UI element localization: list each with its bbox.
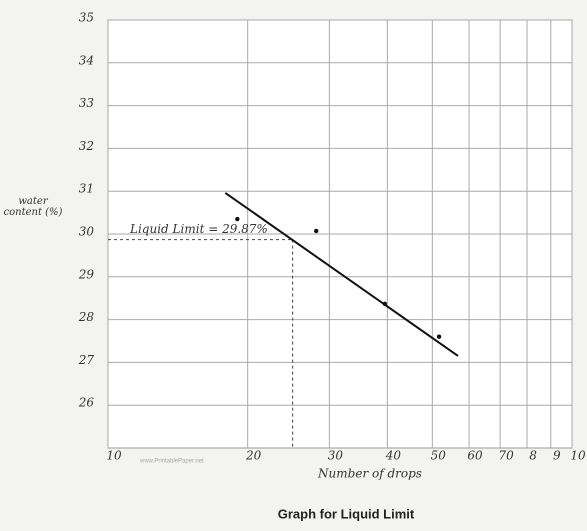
y-tick-label: 33 bbox=[79, 96, 95, 110]
data-point bbox=[314, 229, 318, 233]
y-axis-label-box: water content (%) bbox=[2, 196, 64, 246]
x-tick-label: 50 bbox=[431, 449, 447, 463]
y-tick-label: 27 bbox=[78, 353, 95, 367]
data-point bbox=[383, 302, 387, 306]
x-tick-label: 8 bbox=[529, 449, 537, 463]
x-tick-label: 10 bbox=[570, 449, 586, 463]
data-point bbox=[437, 335, 441, 339]
y-tick-label: 34 bbox=[79, 53, 94, 67]
chart: Graph for Liquid Limit Number of drops w… bbox=[0, 0, 587, 531]
y-tick-label: 32 bbox=[79, 139, 94, 153]
y-tick-label: 29 bbox=[78, 267, 95, 281]
chart-title: Graph for Liquid Limit bbox=[278, 506, 415, 521]
x-tick-label: 40 bbox=[385, 449, 402, 463]
x-tick-label: 70 bbox=[498, 449, 514, 463]
y-axis-label: water content (%) bbox=[2, 196, 64, 218]
y-tick-label: 35 bbox=[79, 11, 94, 25]
x-axis-label: Number of drops bbox=[317, 467, 422, 481]
x-tick-label: 30 bbox=[328, 449, 344, 463]
page: Graph for Liquid Limit Number of drops w… bbox=[0, 0, 587, 531]
x-tick-label: 60 bbox=[467, 449, 483, 463]
y-tick-label: 28 bbox=[78, 310, 95, 324]
x-tick-label: 20 bbox=[245, 449, 262, 463]
y-tick-label: 26 bbox=[78, 396, 95, 410]
y-tick-label: 30 bbox=[79, 225, 95, 239]
y-tick-label: 31 bbox=[79, 182, 94, 196]
liquid-limit-label: Liquid Limit = 29.87% bbox=[129, 222, 268, 236]
data-point bbox=[235, 217, 239, 221]
x-tick-label: 9 bbox=[553, 449, 561, 463]
x-tick-label: 10 bbox=[106, 449, 122, 463]
watermark: www.PrintablePaper.net bbox=[139, 459, 204, 465]
